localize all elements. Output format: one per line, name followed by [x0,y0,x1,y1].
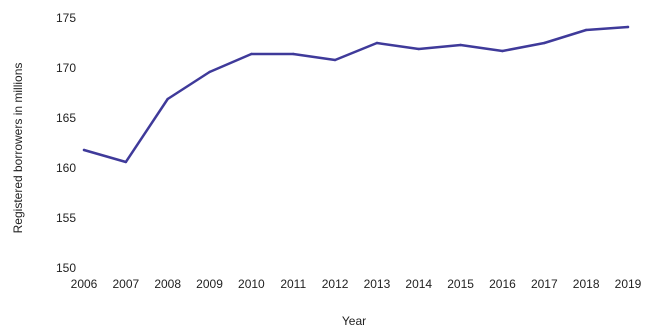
series-layer [82,25,630,164]
data-point [166,97,169,101]
data-point [626,25,630,29]
y-tick-label: 160 [56,161,76,175]
x-tick-label: 2011 [280,277,306,291]
data-point [501,49,504,53]
x-tick-label: 2014 [405,277,432,291]
x-tick-label: 2006 [71,277,98,291]
x-tick-label: 2010 [238,277,265,291]
x-tick-label: 2012 [322,277,349,291]
data-point [375,41,379,45]
y-tick-label: 165 [56,111,76,125]
data-point [292,52,295,56]
data-point [333,58,337,62]
x-tick-label: 2018 [573,277,600,291]
y-tick-label: 175 [56,11,76,25]
x-tick-label: 2015 [447,277,474,291]
y-tick-label: 170 [56,61,76,75]
data-point [250,52,253,56]
data-point [417,47,420,51]
data-point [543,41,546,45]
x-axis-ticks: 2006 2007 2008 2009 2010 2011 2012 2013 2014 2015… [71,277,642,291]
data-point [124,160,128,164]
x-tick-label: 2008 [154,277,181,291]
y-tick-label: 155 [56,211,76,225]
x-tick-label: 2007 [112,277,139,291]
y-axis-ticks: 150 155 160 165 170 175 [56,11,76,275]
x-tick-label: 2017 [531,277,558,291]
x-tick-label: 2009 [196,277,223,291]
x-tick-label: 2013 [364,277,391,291]
x-tick-label: 2019 [615,277,642,291]
y-tick-label: 150 [56,261,76,275]
data-point [208,70,211,74]
x-tick-label: 2016 [489,277,516,291]
data-point [82,148,86,152]
data-point [584,28,588,32]
data-point [459,43,462,47]
x-axis-label: Year [342,314,366,328]
y-axis-label: Registered borrowers in millions [11,63,25,234]
series-line [82,25,630,164]
